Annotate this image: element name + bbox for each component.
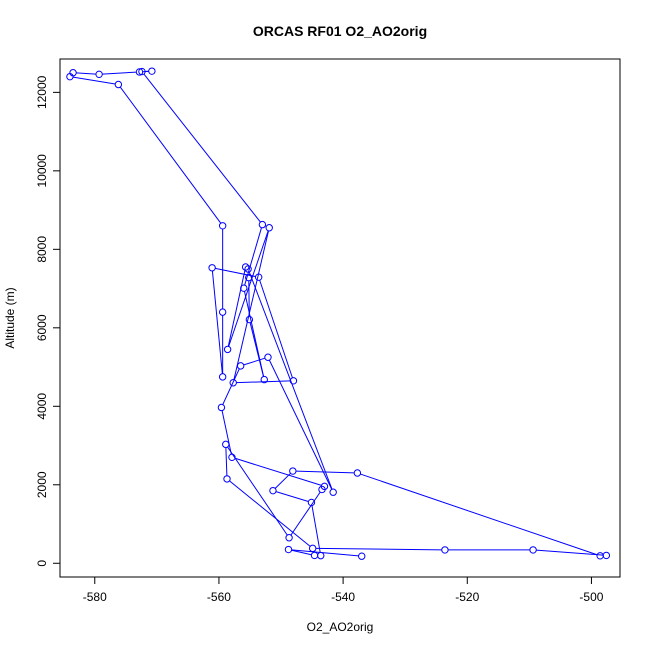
series-segment [227, 270, 246, 347]
data-point [329, 488, 337, 496]
series-segment [225, 447, 228, 476]
y-tick-label: 0 [35, 560, 49, 567]
data-point [240, 284, 248, 292]
y-tick-label: 10000 [35, 154, 49, 188]
series-segment [291, 549, 312, 556]
series-segment [268, 359, 333, 490]
series-segment [536, 549, 604, 556]
data-point [269, 486, 277, 495]
data-point [320, 482, 329, 491]
series-segment [119, 86, 222, 224]
series-segment [274, 472, 291, 489]
data-point [95, 70, 103, 79]
data-point [289, 377, 298, 385]
data-point [307, 498, 316, 507]
y-tick-label: 4000 [35, 393, 49, 420]
data-point [264, 353, 272, 361]
data-point [229, 379, 237, 387]
series-segment [229, 480, 311, 547]
data-point [265, 224, 273, 232]
series-segment [227, 446, 288, 536]
series-segment [259, 280, 293, 378]
y-axis-label: Altitude (m) [3, 287, 17, 348]
chart-title: ORCAS RF01 O2_AO2orig [253, 23, 427, 39]
x-tick-label: -560 [207, 590, 231, 604]
data-point [244, 265, 252, 273]
series-segment [76, 72, 96, 75]
x-tick-label: -580 [83, 590, 107, 604]
data-point [217, 403, 226, 412]
series-segment [236, 380, 291, 384]
series-segment [73, 76, 116, 85]
data-point [258, 220, 267, 229]
data-point [69, 69, 77, 77]
data-series [66, 67, 611, 560]
series-segment [248, 280, 250, 317]
data-point [241, 263, 250, 271]
series-segment [315, 547, 442, 551]
data-point [236, 362, 245, 370]
series-segment [290, 491, 321, 536]
data-point [289, 467, 297, 475]
data-point [138, 67, 146, 76]
x-tick-label: -500 [579, 590, 603, 604]
data-point [228, 453, 236, 462]
data-point [208, 264, 216, 272]
series-segment [233, 230, 269, 380]
data-point [223, 475, 231, 483]
series-segment [275, 491, 309, 502]
series-segment [221, 410, 232, 455]
data-point [218, 373, 227, 381]
series-segment [215, 267, 256, 278]
data-point [596, 552, 604, 560]
y-tick-label: 6000 [35, 314, 49, 341]
y-tick-label: 12000 [35, 75, 49, 109]
x-tick-label: -540 [331, 590, 355, 604]
data-point [245, 315, 254, 324]
data-point [353, 469, 362, 477]
data-point [218, 308, 227, 316]
data-point [135, 68, 144, 76]
y-axis: 0 2000 4000 6000 8000 10000 12000 [35, 75, 61, 567]
series-segment [243, 357, 266, 366]
y-tick-label: 2000 [35, 471, 49, 498]
series-segment [311, 505, 321, 553]
series-segment [234, 457, 322, 486]
series-segment [244, 227, 262, 286]
data-point [245, 273, 253, 282]
series-segment [143, 73, 261, 223]
data-point [285, 534, 293, 542]
data-point [284, 545, 293, 554]
series-segment [211, 270, 223, 374]
series-segment [360, 473, 598, 556]
data-point [317, 551, 325, 560]
series-segment [291, 549, 359, 557]
data-point [222, 440, 230, 449]
data-point [310, 551, 319, 560]
series-segment [102, 71, 137, 75]
series-segment [249, 322, 264, 377]
data-point [308, 544, 317, 553]
data-point [602, 551, 611, 560]
data-point [254, 273, 263, 281]
x-axis: -580 -560 -540 -520 -500 [83, 576, 604, 604]
x-axis-label: O2_AO2orig [307, 620, 374, 634]
data-point [441, 546, 449, 554]
data-point [223, 345, 232, 354]
data-point [218, 222, 227, 230]
data-point [529, 546, 537, 554]
data-point [114, 80, 123, 89]
plot-area-frame [59, 58, 621, 578]
data-point [358, 552, 366, 560]
x-tick-label: -520 [455, 590, 479, 604]
data-point [148, 67, 156, 75]
series-segment [222, 368, 240, 405]
y-tick-label: 8000 [35, 236, 49, 263]
data-point [260, 375, 268, 384]
